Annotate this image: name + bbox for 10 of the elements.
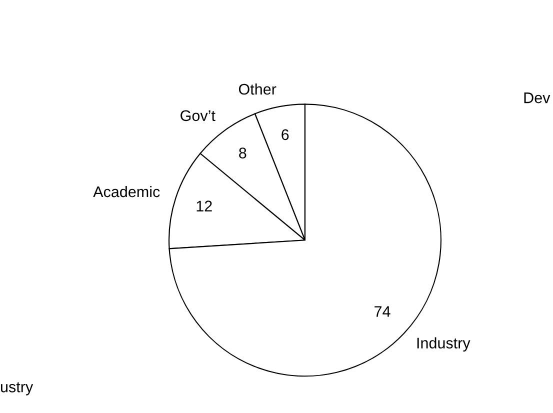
data-label: 8 [239, 148, 246, 158]
text: Dev [524, 92, 550, 104]
slice-label: Industry [417, 337, 470, 352]
slice-label: Academic [93, 186, 160, 198]
data-label: 6 [282, 129, 289, 140]
data-label: 74 [374, 306, 390, 317]
slice-label: Other [238, 83, 276, 95]
data-label: 12 [196, 200, 212, 212]
slice-label: Gov’t [180, 110, 216, 122]
text: ustry [0, 382, 34, 396]
